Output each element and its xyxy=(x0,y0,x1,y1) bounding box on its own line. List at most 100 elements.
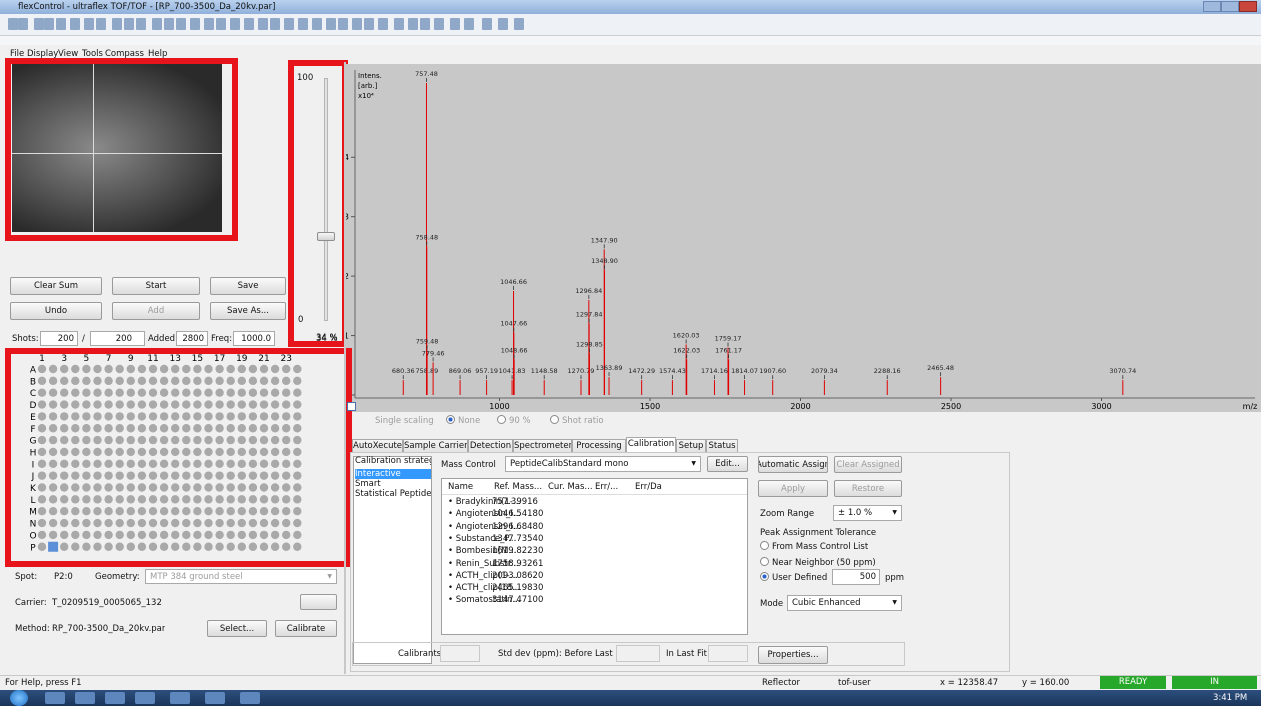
button[interactable]: Start xyxy=(112,277,200,295)
button[interactable]: Clear Assigned xyxy=(834,456,902,473)
toolbar-button[interactable] xyxy=(164,18,174,30)
clock[interactable]: 3:41 PM xyxy=(1213,692,1247,704)
button[interactable]: Edit... xyxy=(707,456,748,472)
toolbar-button[interactable] xyxy=(326,18,336,30)
dropdown[interactable]: ± 1.0 % xyxy=(833,505,902,521)
toolbar-button[interactable] xyxy=(394,18,404,30)
toolbar-button[interactable] xyxy=(70,18,80,30)
toolbar-button[interactable] xyxy=(408,18,418,30)
toolbar-button[interactable] xyxy=(420,18,430,30)
button[interactable]: Save xyxy=(210,277,286,295)
button[interactable]: Clear Sum xyxy=(10,277,102,295)
toolbar-button[interactable] xyxy=(450,18,460,30)
tab[interactable]: Sample Carrier xyxy=(403,439,468,453)
close-button[interactable] xyxy=(1239,1,1257,12)
toolbar-button[interactable] xyxy=(498,18,508,30)
tab[interactable]: Detection xyxy=(468,439,513,453)
button[interactable]: Add xyxy=(112,302,200,320)
toolbar-button[interactable] xyxy=(482,18,492,30)
toolbar-button[interactable] xyxy=(464,18,474,30)
radio[interactable]: 90 % xyxy=(497,415,531,427)
maximize-button[interactable] xyxy=(1221,1,1239,12)
toolbar-button[interactable] xyxy=(230,18,240,30)
toolbar-button[interactable] xyxy=(284,18,294,30)
status-ready: READY xyxy=(1100,676,1166,689)
taskbar-app[interactable] xyxy=(240,692,260,704)
toolbar-button[interactable] xyxy=(270,18,280,30)
radio[interactable]: User Defined xyxy=(760,572,827,584)
taskbar-app[interactable] xyxy=(170,692,190,704)
radio[interactable]: Near Neighbor (50 ppm) xyxy=(760,557,876,569)
input[interactable]: 1000.0 xyxy=(233,331,275,346)
dropdown[interactable]: MTP 384 ground steel xyxy=(145,569,337,584)
list-item[interactable]: Smart xyxy=(355,479,431,489)
toolbar-button[interactable] xyxy=(434,18,444,30)
taskbar-app[interactable] xyxy=(135,692,155,704)
radio[interactable]: Shot ratio xyxy=(550,415,604,427)
tab[interactable]: Setup xyxy=(676,439,706,453)
column-header[interactable]: Err/Da xyxy=(635,481,662,493)
input[interactable]: 500 xyxy=(832,569,880,585)
toolbar-button[interactable] xyxy=(312,18,322,30)
list-item[interactable]: Interactive xyxy=(355,469,431,479)
toolbar-button[interactable] xyxy=(8,18,18,30)
taskbar-app[interactable] xyxy=(105,692,125,704)
toolbar-button[interactable] xyxy=(258,18,268,30)
peak-label: 759.48 xyxy=(416,337,439,345)
dropdown[interactable]: PeptideCalibStandard mono xyxy=(505,456,701,472)
toolbar-button[interactable] xyxy=(190,18,200,30)
tab[interactable]: Status xyxy=(706,439,738,453)
toolbar-button[interactable] xyxy=(124,18,134,30)
list-item[interactable]: Statistical Peptide xyxy=(355,489,431,499)
toolbar-button[interactable] xyxy=(34,18,44,30)
minimize-button[interactable] xyxy=(1203,1,1221,12)
button[interactable]: Select... xyxy=(207,620,267,637)
toolbar-button[interactable] xyxy=(96,18,106,30)
column-header[interactable]: Ref. Mass... xyxy=(494,481,542,493)
tab[interactable]: Processing xyxy=(572,439,626,453)
button[interactable]: Restore xyxy=(834,480,902,497)
toolbar-button[interactable] xyxy=(84,18,94,30)
checkbox[interactable]: Single scaling xyxy=(375,415,434,427)
radio[interactable]: None xyxy=(446,415,480,427)
input[interactable]: 200 xyxy=(90,331,145,346)
peak-label: 1620.03 xyxy=(673,331,700,339)
toolbar-button[interactable] xyxy=(298,18,308,30)
taskbar-app[interactable] xyxy=(45,692,65,704)
toolbar-button[interactable] xyxy=(244,18,254,30)
taskbar-app[interactable] xyxy=(75,692,95,704)
toolbar-button[interactable] xyxy=(136,18,146,30)
toolbar-button[interactable] xyxy=(216,18,226,30)
toolbar-button[interactable] xyxy=(18,18,28,30)
button[interactable]: Save As... xyxy=(210,302,286,320)
toolbar-button[interactable] xyxy=(514,18,524,30)
toolbar-button[interactable] xyxy=(352,18,362,30)
toolbar-button[interactable] xyxy=(152,18,162,30)
input[interactable]: 200 xyxy=(40,331,78,346)
toolbar-button[interactable] xyxy=(378,18,388,30)
radio[interactable]: From Mass Control List xyxy=(760,541,868,553)
eject-button[interactable] xyxy=(300,594,337,610)
tab[interactable]: Calibration xyxy=(626,437,676,453)
column-header[interactable]: Name xyxy=(448,481,473,493)
button[interactable]: Calibrate xyxy=(275,620,337,637)
spectrum-checkbox[interactable] xyxy=(347,402,356,411)
toolbar-button[interactable] xyxy=(112,18,122,30)
dropdown[interactable]: Cubic Enhanced xyxy=(787,595,902,611)
tab[interactable]: AutoXecute xyxy=(352,439,403,453)
taskbar-app[interactable] xyxy=(205,692,225,704)
toolbar-button[interactable] xyxy=(204,18,214,30)
toolbar-button[interactable] xyxy=(338,18,348,30)
toolbar-button[interactable] xyxy=(44,18,54,30)
tab[interactable]: Spectrometer xyxy=(513,439,572,453)
toolbar-button[interactable] xyxy=(56,18,66,30)
start-button[interactable] xyxy=(10,690,28,706)
column-header[interactable]: Err/... xyxy=(595,481,618,493)
toolbar-button[interactable] xyxy=(176,18,186,30)
button[interactable]: Apply xyxy=(758,480,828,497)
button[interactable]: Properties... xyxy=(758,646,828,664)
column-header[interactable]: Cur. Mas... xyxy=(548,481,593,493)
button[interactable]: Undo xyxy=(10,302,102,320)
toolbar-button[interactable] xyxy=(364,18,374,30)
button[interactable]: Automatic Assign xyxy=(758,456,828,473)
